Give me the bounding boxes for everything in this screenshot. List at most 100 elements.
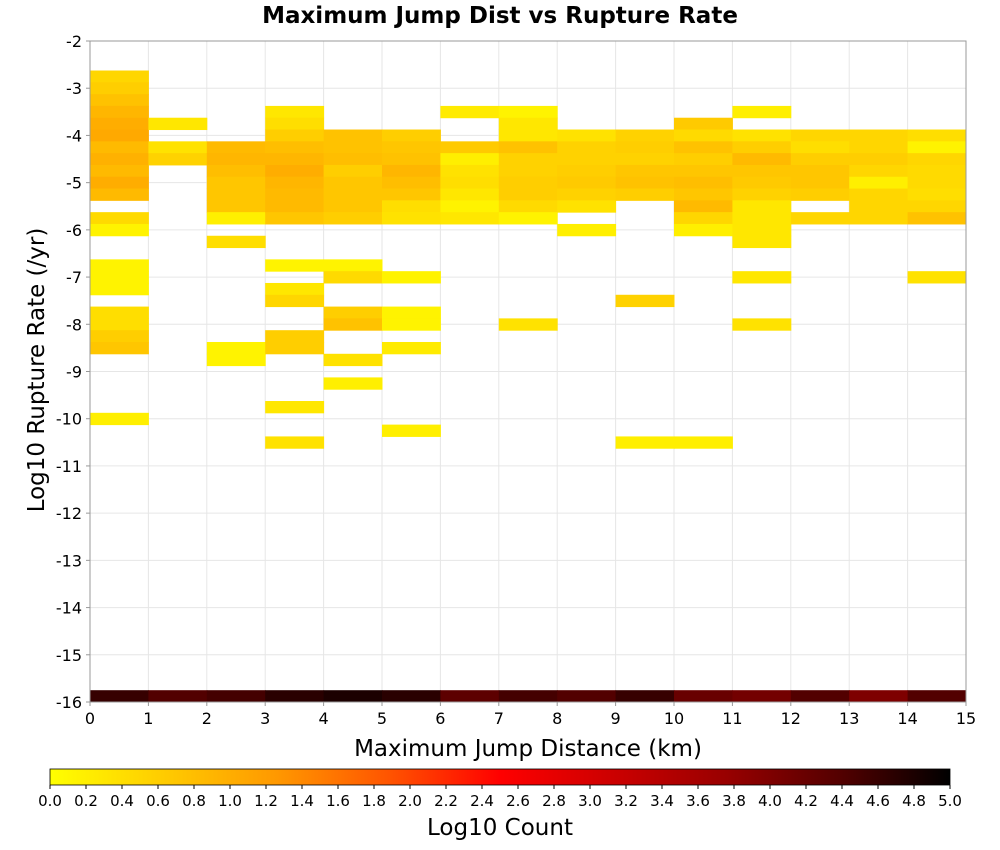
colorbar-tick-label: 1.4 — [290, 792, 314, 810]
y-tick-label: -16 — [56, 693, 82, 712]
heatmap-cell — [382, 176, 441, 190]
colorbar-tick-label: 0.0 — [38, 792, 62, 810]
heatmap-cell — [265, 105, 325, 119]
heatmap-cell — [206, 176, 266, 190]
heatmap-cell — [849, 200, 909, 213]
heatmap-cell — [732, 212, 792, 225]
colorbar-tick-label: 0.6 — [146, 792, 170, 810]
y-tick-label: -2 — [66, 32, 82, 51]
heatmap-cell — [615, 153, 675, 166]
heatmap-cell — [615, 294, 675, 308]
y-tick-label: -14 — [56, 599, 82, 618]
heatmap-cell — [265, 129, 325, 142]
heatmap-cell — [90, 70, 149, 83]
heatmap-cell — [90, 164, 149, 178]
heatmap-cell — [849, 164, 909, 178]
heatmap-cell — [440, 188, 500, 201]
heatmap-cell — [732, 200, 792, 213]
heatmap-cell — [265, 176, 325, 190]
heatmap-cell — [323, 306, 383, 319]
heatmap-cell — [206, 188, 266, 201]
heatmap-cell — [265, 436, 325, 449]
heatmap-cell — [265, 164, 325, 178]
colorbar-tick-label: 2.4 — [470, 792, 494, 810]
heatmap-cell — [498, 200, 558, 213]
y-tick-label: -15 — [56, 646, 82, 665]
heatmap-cell — [557, 153, 617, 166]
colorbar-tick-label: 3.4 — [650, 792, 674, 810]
heatmap-cell — [206, 353, 266, 367]
heatmap-cell — [674, 188, 733, 201]
heatmap-cell — [265, 153, 325, 166]
heatmap-cell — [557, 223, 617, 237]
heatmap-cell — [440, 200, 500, 213]
heatmap-cell — [382, 164, 441, 178]
colorbar-tick-label: 3.0 — [578, 792, 602, 810]
colorbar-ticks: 0.0 0.2 0.4 0.6 0.8 1.0 1.2 1.4 1.6 1.8 2.0 2.2 2.4 2… — [38, 785, 962, 810]
heatmap-cell — [732, 318, 792, 331]
x-tick-label: 13 — [839, 709, 859, 728]
heatmap-cell — [265, 259, 325, 272]
heatmap-cell — [440, 164, 500, 178]
heatmap-cells — [90, 70, 967, 703]
heatmap-cell — [265, 200, 325, 213]
heatmap-cell — [849, 690, 909, 703]
heatmap-cell — [323, 200, 383, 213]
y-tick-label: -8 — [66, 315, 82, 334]
heatmap-cell — [849, 212, 909, 225]
x-tick-label: 4 — [319, 709, 329, 728]
heatmap-cell — [615, 176, 675, 190]
heatmap-cell — [674, 223, 733, 237]
x-tick-label: 1 — [143, 709, 153, 728]
heatmap-cell — [440, 141, 500, 154]
colorbar-tick-label: 2.0 — [398, 792, 422, 810]
x-tick-label: 9 — [611, 709, 621, 728]
heatmap-cell — [849, 176, 909, 190]
heatmap-cell — [674, 117, 733, 131]
heatmap-cell — [498, 105, 558, 119]
x-tick-label: 12 — [781, 709, 801, 728]
y-tick-label: -4 — [66, 126, 82, 145]
heatmap-cell — [90, 223, 149, 237]
heatmap-cell — [615, 690, 675, 703]
heatmap-cell — [557, 164, 617, 178]
heatmap-cell — [557, 188, 617, 201]
heatmap-cell — [265, 330, 325, 343]
heatmap-cell — [323, 129, 383, 142]
heatmap-cell — [907, 188, 967, 201]
heatmap-cell — [674, 129, 733, 142]
y-tick-label: -7 — [66, 268, 82, 287]
heatmap-cell — [265, 690, 325, 703]
heatmap-cell — [382, 424, 441, 437]
heatmap-cell — [90, 117, 149, 131]
heatmap-cell — [790, 188, 850, 201]
heatmap-cell — [732, 164, 792, 178]
heatmap-cell — [265, 401, 325, 414]
heatmap-cell — [90, 282, 149, 296]
colorbar-tick-label: 5.0 — [938, 792, 962, 810]
heatmap-cell — [148, 117, 208, 131]
x-tick-label: 6 — [435, 709, 445, 728]
colorbar — [49, 768, 951, 786]
heatmap-cell — [557, 690, 617, 703]
heatmap-cell — [382, 141, 441, 154]
heatmap-cell — [732, 188, 792, 201]
heatmap-cell — [148, 690, 208, 703]
heatmap-cell — [557, 129, 617, 142]
heatmap-cell — [732, 105, 792, 119]
heatmap-cell — [382, 153, 441, 166]
heatmap-cell — [90, 330, 149, 343]
heatmap-cell — [265, 141, 325, 154]
x-tick-label: 2 — [202, 709, 212, 728]
heatmap-cell — [907, 212, 967, 225]
heatmap-cell — [849, 141, 909, 154]
heatmap-cell — [323, 353, 383, 367]
colorbar-tick-label: 3.2 — [614, 792, 638, 810]
heatmap-cell — [265, 341, 325, 355]
heatmap-cell — [557, 141, 617, 154]
y-tick-label: -12 — [56, 504, 82, 523]
heatmap-cell — [440, 212, 500, 225]
x-tick-label: 10 — [664, 709, 684, 728]
heatmap-cell — [790, 129, 850, 142]
heatmap-cell — [498, 176, 558, 190]
